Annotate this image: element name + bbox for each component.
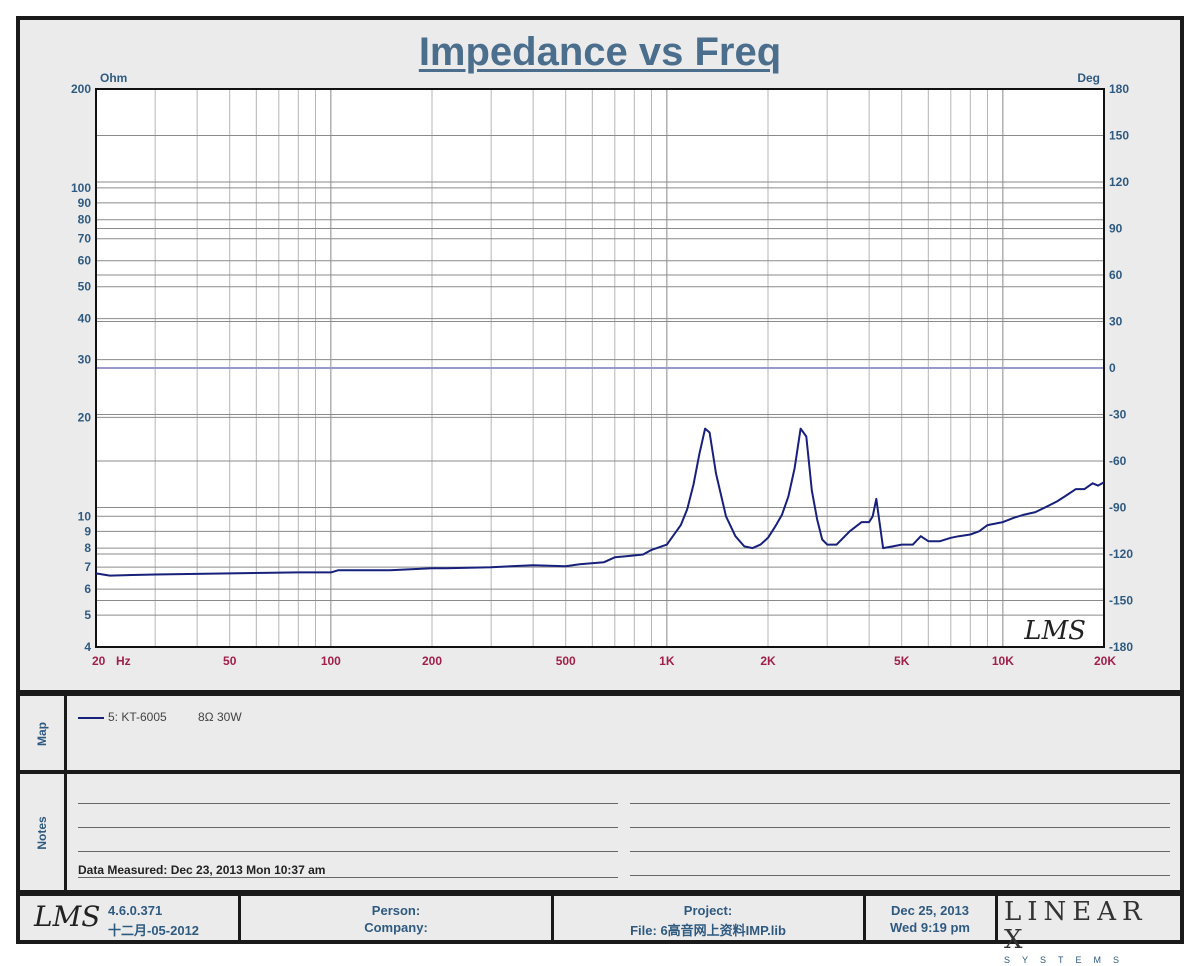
y-tick-label: 90 [78,196,92,210]
build-date-text: 十二月-05-2012 [108,923,200,938]
notes-panel-label: Notes [35,816,49,850]
footer-divider [238,896,241,940]
y-tick-label: 100 [71,181,91,195]
footer-divider [863,896,866,940]
y-tick-label: 8 [84,541,91,555]
x-tick-label: 100 [321,654,341,668]
data-measured-text: Data Measured: Dec 23, 2013 Mon 10:37 am [78,863,326,877]
y-tick-label: 40 [78,312,92,326]
x-tick-label: 1K [659,654,675,668]
y-tick-label: 6 [84,582,91,596]
y2-tick-label: -180 [1109,640,1133,654]
notes-line [630,875,1170,876]
separator-chart-map [20,690,1180,696]
report-date: Dec 25, 2013 [890,903,970,918]
y2-tick-label: 0 [1109,361,1116,375]
y-tick-label: 80 [78,213,92,227]
y2-tick-label: 90 [1109,222,1123,236]
footer-divider [551,896,554,940]
y-tick-label: 9 [84,524,91,538]
y-axis-label: Ohm [100,71,127,85]
notes-line [630,803,1170,804]
notes-line [78,877,618,878]
notes-line [78,851,618,852]
notes-line [630,851,1170,852]
x-tick-label: 20 [92,654,106,668]
y2-tick-label: 150 [1109,129,1129,143]
linearx-brand-sub: SYSTEMS [1004,955,1132,965]
project-label: Project: [683,903,733,918]
y-tick-label: 30 [78,353,92,367]
y2-tick-label: -150 [1109,594,1133,608]
y2-tick-label: -30 [1109,408,1127,422]
version-text: 4.6.0.371 [108,903,163,918]
x-tick-label: 50 [223,654,237,668]
legend-series-desc: 8Ω 30W [198,710,242,724]
person-label: Person: [371,903,421,918]
y-tick-label: 50 [78,280,92,294]
x-tick-label: 5K [894,654,910,668]
x-tick-label: 20K [1094,654,1116,668]
y2-tick-label: -60 [1109,454,1127,468]
y2-axis-label: Deg [1077,71,1100,85]
y2-tick-label: -120 [1109,547,1133,561]
file-label: File: 6高音网上资料IMP.lib [630,923,786,938]
separator-map-notes [20,770,1180,774]
y-tick-label: 70 [78,232,92,246]
chart-title: Impedance vs Freq [418,30,782,74]
x-axis-unit: Hz [116,654,131,668]
legend-series-name: 5: KT-6005 [108,710,167,724]
x-tick-label: 10K [992,654,1014,668]
footer-divider [995,896,998,940]
y2-tick-label: 180 [1109,82,1129,96]
y-tick-label: 5 [84,608,91,622]
notes-line [78,827,618,828]
lms-logo: LMS [34,900,101,933]
x-tick-label: 2K [760,654,776,668]
panel-label-divider [64,696,67,890]
y-tick-label: 10 [78,509,92,523]
y-tick-label: 4 [84,640,91,654]
y2-tick-label: -90 [1109,501,1127,515]
separator-notes-footer [20,890,1180,896]
y2-tick-label: 30 [1109,315,1123,329]
x-tick-label: 500 [556,654,576,668]
linearx-logo: LINEAR X SYSTEMS [1004,898,1174,966]
plot-border [95,88,1105,648]
lms-watermark: LMS [1023,616,1086,646]
y2-tick-label: 60 [1109,268,1123,282]
y-tick-label: 20 [78,410,92,424]
notes-line [630,827,1170,828]
legend-swatch [78,717,104,719]
notes-line [78,803,618,804]
y2-tick-label: 120 [1109,175,1129,189]
x-tick-label: 200 [422,654,442,668]
map-panel-label: Map [35,722,49,746]
linearx-brand: LINEAR X [1004,897,1148,955]
y-tick-label: 200 [71,82,91,96]
y-tick-label: 60 [78,254,92,268]
report-time: Wed 9:19 pm [890,920,970,935]
y-tick-label: 7 [84,560,91,574]
company-label: Company: [364,920,428,935]
impedance-series-line [95,427,1105,577]
